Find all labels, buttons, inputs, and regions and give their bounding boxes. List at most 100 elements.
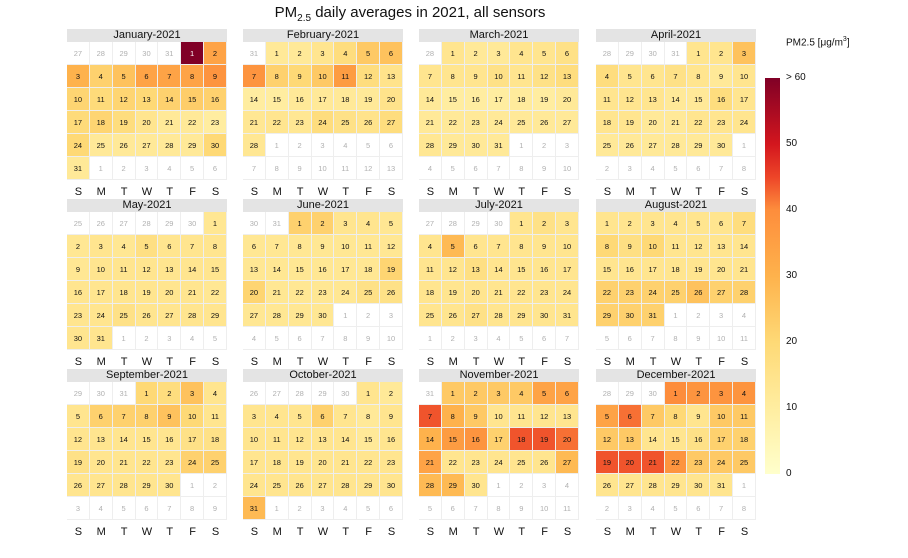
calendar-day: 25 [89,134,113,157]
weekday-label: S [603,356,612,368]
calendar-day-outside: 1 [510,134,534,157]
calendar-day: 14 [641,428,665,451]
month-title: December-2021 [596,369,756,382]
calendar-day: 2 [311,212,335,235]
month-panel: March-2021 28 1 2 3 4 5 6 7 8 9 10 11 12 13 14 15 16 17 18 1… [419,29,579,180]
legend-tick-label: 30 [786,270,798,281]
calendar-day: 18 [204,428,227,451]
calendar-day: 30 [204,134,227,157]
calendar-day: 6 [243,235,266,258]
calendar-day: 6 [158,235,182,258]
calendar-day-outside: 3 [464,327,488,350]
calendar-day: 3 [487,382,511,405]
legend-tick-label: 10 [786,402,798,413]
calendar-day: 5 [533,382,557,405]
legend-title: PM2.5 [μg/m3] [786,36,850,49]
calendar-day: 5 [357,42,381,65]
calendar-day-outside: 3 [311,497,335,520]
calendar-day: 8 [510,235,534,258]
month-panel: June-2021 30 31 1 2 3 4 5 6 7 8 9 10 11 12 13 14 15 16 17 18… [243,199,403,350]
calendar-day-outside: 30 [135,42,159,65]
calendar-day: 21 [334,451,358,474]
calendar-day: 4 [664,212,688,235]
calendar-day: 8 [441,65,465,88]
calendar-day: 16 [618,258,642,281]
calendar-day: 22 [596,281,619,304]
calendar-day-outside: 6 [687,497,711,520]
month-title: April-2021 [596,29,756,42]
calendar-day: 15 [441,428,465,451]
calendar-day-outside: 5 [181,157,205,180]
calendar-day: 30 [158,474,182,497]
calendar-day: 8 [357,405,381,428]
calendar-day: 7 [181,235,205,258]
calendar-day: 19 [288,451,312,474]
calendar-day: 21 [419,111,442,134]
calendar-day-outside: 3 [618,157,642,180]
weekday-label: S [74,526,83,538]
calendar-day-outside: 4 [334,134,358,157]
calendar-day-outside: 30 [181,212,205,235]
calendar-day: 2 [533,212,557,235]
calendar-day: 23 [380,451,403,474]
calendar-day: 9 [533,235,557,258]
calendar-day: 29 [596,304,619,327]
calendar-day: 28 [641,474,665,497]
calendar-day: 5 [687,212,711,235]
calendar-day: 7 [158,65,182,88]
calendar-day: 6 [556,382,579,405]
calendar-day: 30 [687,474,711,497]
month-title: January-2021 [67,29,227,42]
weekday-label: S [211,186,220,198]
calendar-day: 17 [89,281,113,304]
weekday-label: W [670,186,682,198]
calendar-day: 20 [464,281,488,304]
weekday-label: S [250,186,259,198]
calendar-day: 16 [204,88,227,111]
calendar-day-outside: 3 [533,474,557,497]
calendar-day: 21 [243,111,266,134]
weekday-label: S [74,186,83,198]
calendar-day: 29 [357,474,381,497]
calendar-day: 28 [419,134,442,157]
weekday-label: W [493,356,505,368]
month-title: July-2021 [419,199,579,212]
calendar-day: 7 [641,405,665,428]
calendar-day: 17 [556,258,579,281]
calendar-day: 10 [181,405,205,428]
calendar-day: 18 [733,428,756,451]
month-panel: November-2021 31 1 2 3 4 5 6 7 8 9 10 11 12 13 14 15 16 17… [419,369,579,520]
calendar-day: 5 [112,65,136,88]
calendar-day: 15 [135,428,159,451]
calendar-day: 20 [710,258,734,281]
weekday-label: S [387,356,396,368]
calendar-day-outside: 5 [441,157,465,180]
calendar-day: 19 [67,451,90,474]
month-grid: 31 1 2 3 4 5 6 7 8 9 10 11 12 13 14 15 16 17 18 19 20 21 22 23 2… [419,382,579,520]
calendar-day-outside: 1 [487,474,511,497]
calendar-day: 1 [265,42,289,65]
calendar-day-outside: 2 [687,304,711,327]
weekday-label: M [625,356,635,368]
calendar-day-outside: 2 [112,157,136,180]
calendar-day: 31 [67,157,90,180]
calendar-day: 6 [89,405,113,428]
calendar-day: 4 [510,42,534,65]
calendar-day: 12 [67,428,90,451]
calendar-day: 27 [464,304,488,327]
calendar-day-outside: 9 [533,157,557,180]
calendar-day: 29 [687,134,711,157]
calendar-day: 24 [311,111,335,134]
weekday-label: W [141,356,153,368]
chart-title: PM2.5 daily averages in 2021, all sensor… [274,4,546,24]
calendar-day-outside: 29 [618,382,642,405]
weekday-label: S [563,356,572,368]
calendar-day: 11 [596,88,619,111]
calendar-day: 13 [710,235,734,258]
calendar-day: 26 [533,451,557,474]
calendar-day: 22 [664,451,688,474]
